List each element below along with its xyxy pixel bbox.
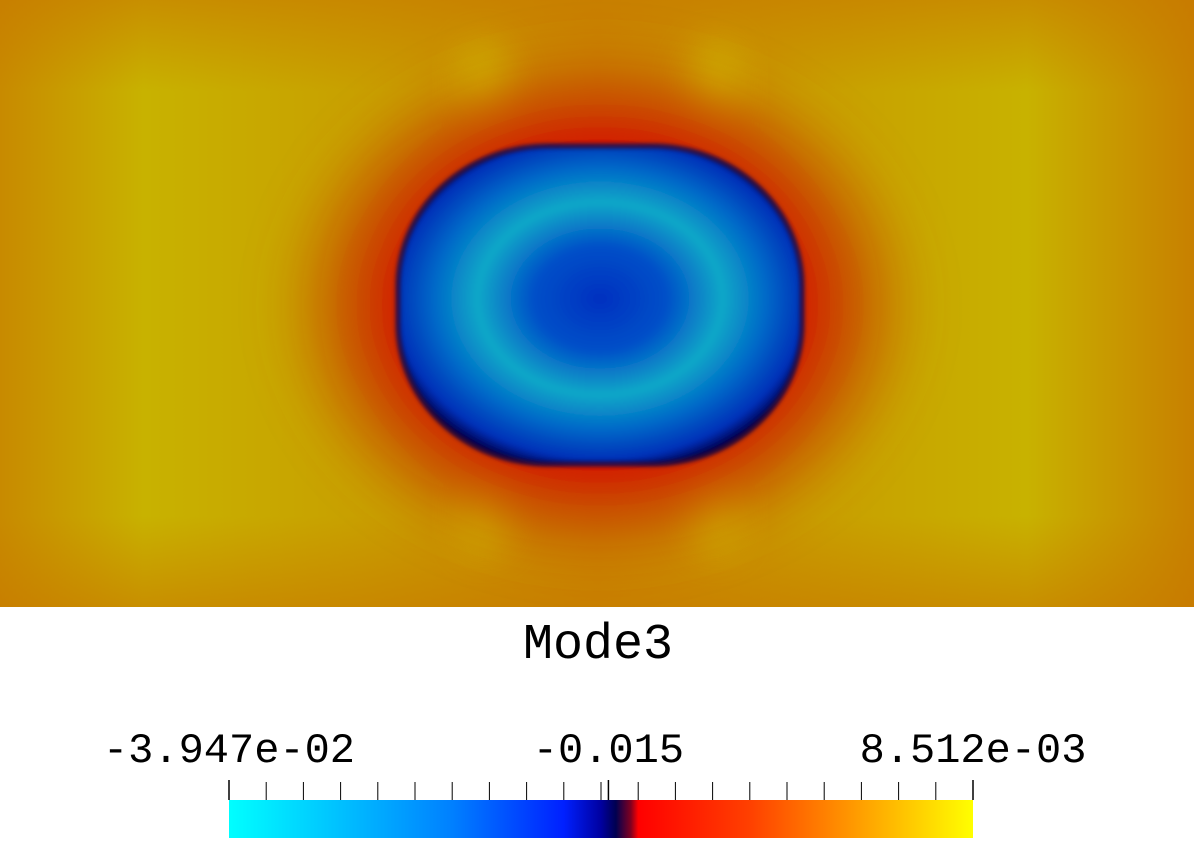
colorbar-minor-ticks bbox=[228, 782, 974, 800]
colorbar-ticks: -3.947e-02 -0.015 8.512e-03 bbox=[103, 727, 1086, 800]
field bbox=[0, 0, 1194, 607]
tick-label: 8.512e-03 bbox=[860, 727, 1087, 775]
tick-label: -0.015 bbox=[533, 727, 684, 775]
tick-label: -3.947e-02 bbox=[103, 727, 355, 775]
title: Mode3 bbox=[523, 617, 673, 674]
colorbar bbox=[229, 800, 973, 838]
